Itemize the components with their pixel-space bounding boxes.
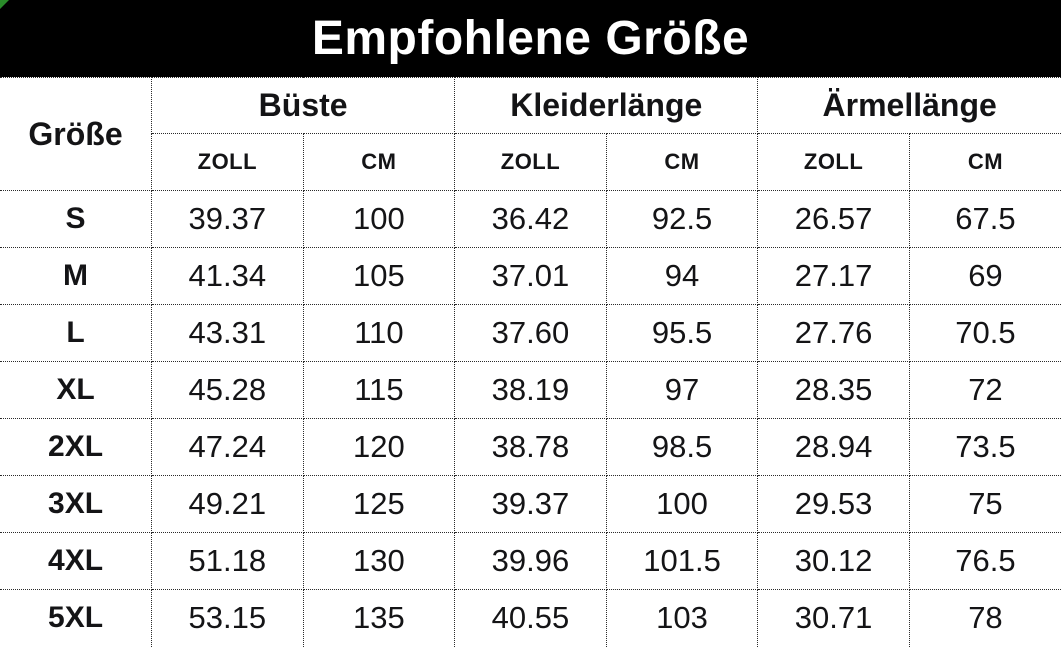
value-cell: 110 [302,304,456,362]
value-cell: 38.78 [454,418,607,476]
value-cell: 45.28 [151,361,304,419]
value-cell: 30.12 [757,532,910,590]
value-cell: 75 [908,475,1061,533]
value-cell: 30.71 [757,589,910,647]
column-group-aermellaenge: Ärmellänge [757,77,1061,134]
value-cell: 53.15 [151,589,304,647]
value-cell: 37.60 [454,304,607,362]
value-cell: 39.37 [151,190,304,248]
value-cell: 100 [605,475,759,533]
value-cell: 135 [302,589,456,647]
value-cell: 40.55 [454,589,607,647]
value-cell: 130 [302,532,456,590]
value-cell: 28.94 [757,418,910,476]
table-body: S 39.37 100 36.42 92.5 26.57 67.5 M 41.3… [0,190,1061,647]
value-cell: 101.5 [605,532,759,590]
value-cell: 125 [302,475,456,533]
size-label: L [0,304,153,362]
table-row-l: L 43.31 110 37.60 95.5 27.76 70.5 [0,304,1061,362]
value-cell: 39.37 [454,475,607,533]
value-cell: 73.5 [908,418,1061,476]
column-group-bueste: Büste [151,77,456,134]
column-group-kleiderlaenge: Kleiderlänge [454,77,759,134]
table-row-xl: XL 45.28 115 38.19 97 28.35 72 [0,361,1061,419]
table-row-4xl: 4XL 51.18 130 39.96 101.5 30.12 76.5 [0,532,1061,590]
value-cell: 76.5 [908,532,1061,590]
column-header-groesse: Größe [0,77,153,191]
value-cell: 39.96 [454,532,607,590]
value-cell: 36.42 [454,190,607,248]
value-cell: 69 [908,247,1061,305]
table-row-m: M 41.34 105 37.01 94 27.17 69 [0,247,1061,305]
table-header: Größe Büste Kleiderlänge Ärmellänge ZOLL… [0,77,1061,191]
value-cell: 28.35 [757,361,910,419]
table-row-2xl: 2XL 47.24 120 38.78 98.5 28.94 73.5 [0,418,1061,476]
column-subheader-kleiderlaenge-cm: CM [605,133,759,191]
column-subheader-aermellaenge-zoll: ZOLL [757,133,910,191]
size-label: S [0,190,153,248]
value-cell: 67.5 [908,190,1061,248]
value-cell: 41.34 [151,247,304,305]
value-cell: 115 [302,361,456,419]
corner-marker-icon [0,0,9,9]
value-cell: 29.53 [757,475,910,533]
size-label: XL [0,361,153,419]
table-row-3xl: 3XL 49.21 125 39.37 100 29.53 75 [0,475,1061,533]
column-subheader-bueste-zoll: ZOLL [151,133,304,191]
table-row-5xl: 5XL 53.15 135 40.55 103 30.71 78 [0,589,1061,647]
size-label: 4XL [0,532,153,590]
value-cell: 94 [605,247,759,305]
value-cell: 43.31 [151,304,304,362]
table-row-s: S 39.37 100 36.42 92.5 26.57 67.5 [0,190,1061,248]
size-label: 3XL [0,475,153,533]
value-cell: 120 [302,418,456,476]
value-cell: 38.19 [454,361,607,419]
value-cell: 49.21 [151,475,304,533]
title-banner: Empfohlene Größe [0,0,1061,77]
column-subheader-kleiderlaenge-zoll: ZOLL [454,133,607,191]
value-cell: 98.5 [605,418,759,476]
size-label: 2XL [0,418,153,476]
value-cell: 72 [908,361,1061,419]
size-label: 5XL [0,589,153,647]
value-cell: 70.5 [908,304,1061,362]
header-sub-row: ZOLL CM ZOLL CM ZOLL CM [0,133,1061,191]
size-table: Größe Büste Kleiderlänge Ärmellänge ZOLL… [0,77,1061,647]
size-label: M [0,247,153,305]
value-cell: 78 [908,589,1061,647]
column-subheader-aermellaenge-cm: CM [908,133,1061,191]
value-cell: 47.24 [151,418,304,476]
value-cell: 27.76 [757,304,910,362]
page-title: Empfohlene Größe [311,11,750,65]
value-cell: 37.01 [454,247,607,305]
value-cell: 92.5 [605,190,759,248]
value-cell: 100 [302,190,456,248]
value-cell: 105 [302,247,456,305]
value-cell: 95.5 [605,304,759,362]
header-group-row: Größe Büste Kleiderlänge Ärmellänge [0,77,1061,191]
value-cell: 27.17 [757,247,910,305]
value-cell: 26.57 [757,190,910,248]
value-cell: 97 [605,361,759,419]
column-subheader-bueste-cm: CM [302,133,456,191]
value-cell: 51.18 [151,532,304,590]
value-cell: 103 [605,589,759,647]
